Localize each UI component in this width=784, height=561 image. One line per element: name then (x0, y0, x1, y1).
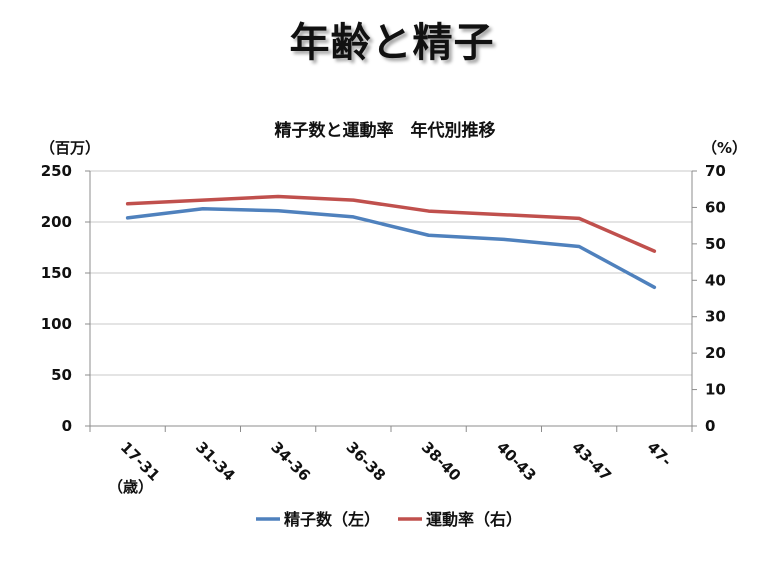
x-tick-label: 34-36 (267, 438, 314, 485)
right-tick-label: 20 (705, 344, 726, 362)
legend-entry: 精子数（左） (284, 510, 380, 529)
slide-title: 年齢と精子 (289, 20, 495, 66)
x-tick-label: 43-47 (568, 438, 615, 485)
right-tick-label: 50 (705, 235, 726, 253)
right-tick-label: 30 (705, 308, 726, 326)
left-tick-label: 50 (51, 366, 72, 384)
left-tick-label: 0 (62, 417, 72, 435)
right-tick-label: 60 (705, 198, 726, 216)
x-tick-label: 31-34 (192, 438, 239, 485)
right-tick-label: 40 (705, 271, 726, 289)
x-tick-label: 47- (644, 438, 676, 470)
series-line-1 (125, 206, 657, 290)
left-tick-label: 150 (41, 264, 72, 282)
left-tick-label: 250 (41, 162, 72, 180)
chart-title: 精子数と運動率 年代別推移 (275, 120, 496, 141)
left-tick-label: 200 (41, 213, 72, 231)
x-tick-label: 36-38 (343, 438, 390, 485)
x-tick-label: 40-43 (493, 438, 540, 485)
left-tick-label: 100 (41, 315, 72, 333)
series-line-2 (125, 194, 657, 253)
right-tick-label: 10 (705, 381, 726, 399)
right-axis-unit-label: （%） (702, 139, 747, 157)
right-tick-label: 70 (705, 162, 726, 180)
x-tick-label: 38-40 (418, 438, 465, 485)
x-axis-unit-label: （歳） (108, 478, 153, 496)
legend-entry: 運動率（右） (426, 510, 522, 529)
right-tick-label: 0 (705, 417, 715, 435)
left-axis-unit-label: （百万） (40, 139, 100, 157)
